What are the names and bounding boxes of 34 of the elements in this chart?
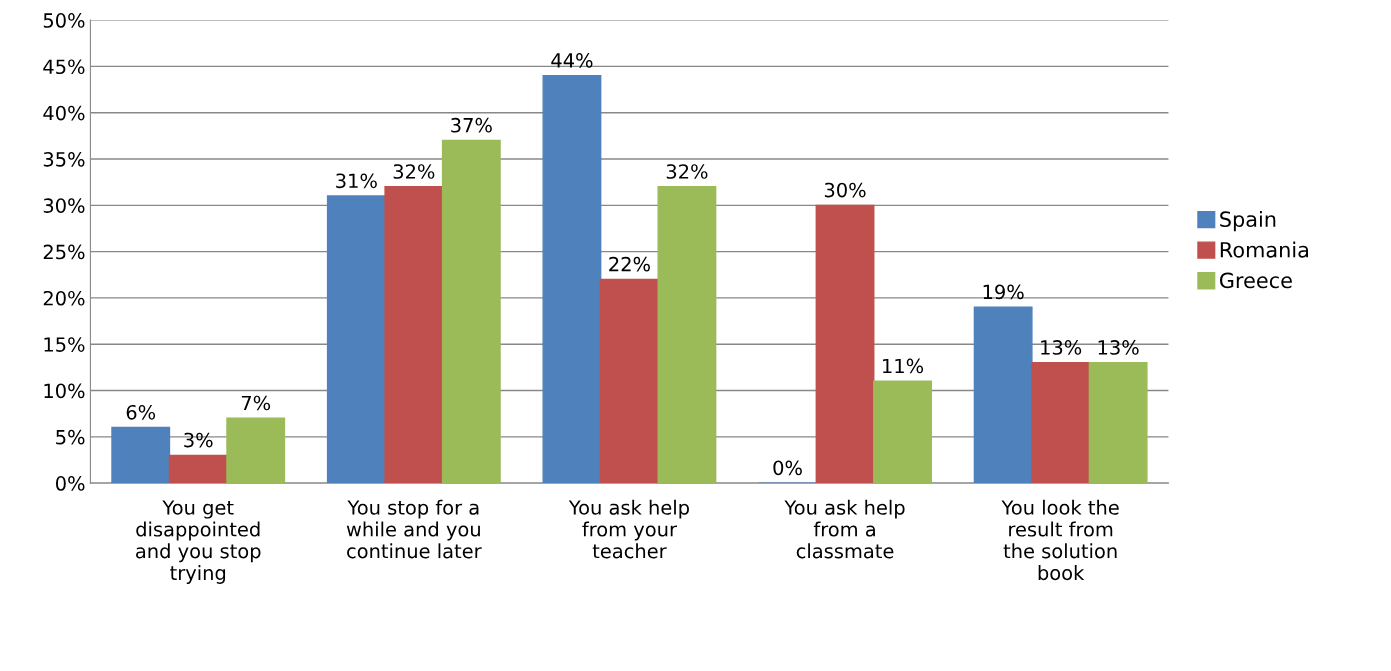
data-label: 19% — [983, 284, 1024, 300]
x-tick-label: You get disappointed and you stop trying — [136, 500, 261, 584]
legend-label: Spain — [1220, 210, 1276, 232]
x-tick-label: You ask help from a classmate — [784, 499, 905, 559]
y-tick-label: 35% — [43, 151, 85, 167]
y-tick-label: 15% — [44, 337, 85, 352]
data-label: 13% — [1098, 340, 1139, 355]
y-tick-label: 20% — [43, 290, 85, 306]
data-label: 0% — [773, 460, 802, 476]
data-label: 37% — [451, 117, 492, 133]
data-label: 32% — [393, 164, 435, 179]
data-label: 44% — [551, 53, 593, 68]
y-tick-label: 0% — [55, 476, 85, 491]
x-tick-label: You ask help from your teacher — [568, 499, 689, 559]
x-tick-label: You stop for a while and you continue later — [346, 499, 482, 559]
y-tick-label: 5% — [56, 429, 85, 445]
data-label: 7% — [241, 395, 271, 411]
y-tick-label: 45% — [43, 59, 85, 75]
legend-label: Romania — [1220, 241, 1309, 258]
x-tick-label: You look the result from the solution book — [1001, 499, 1119, 581]
data-label: 6% — [126, 404, 156, 420]
data-label: 22% — [609, 256, 650, 272]
data-label: 30% — [824, 182, 866, 198]
data-label: 13% — [1041, 340, 1082, 355]
data-label: 32% — [666, 164, 708, 179]
y-tick-label: 50% — [43, 13, 85, 28]
data-label: 31% — [336, 173, 377, 189]
data-label: 11% — [883, 358, 924, 374]
y-tick-label: 40% — [43, 105, 85, 121]
y-tick-label: 30% — [43, 198, 85, 213]
legend-label: Greece — [1219, 272, 1292, 289]
y-tick-label: 10% — [44, 383, 85, 399]
y-tick-label: 25% — [43, 244, 85, 260]
data-label: 3% — [184, 432, 213, 448]
